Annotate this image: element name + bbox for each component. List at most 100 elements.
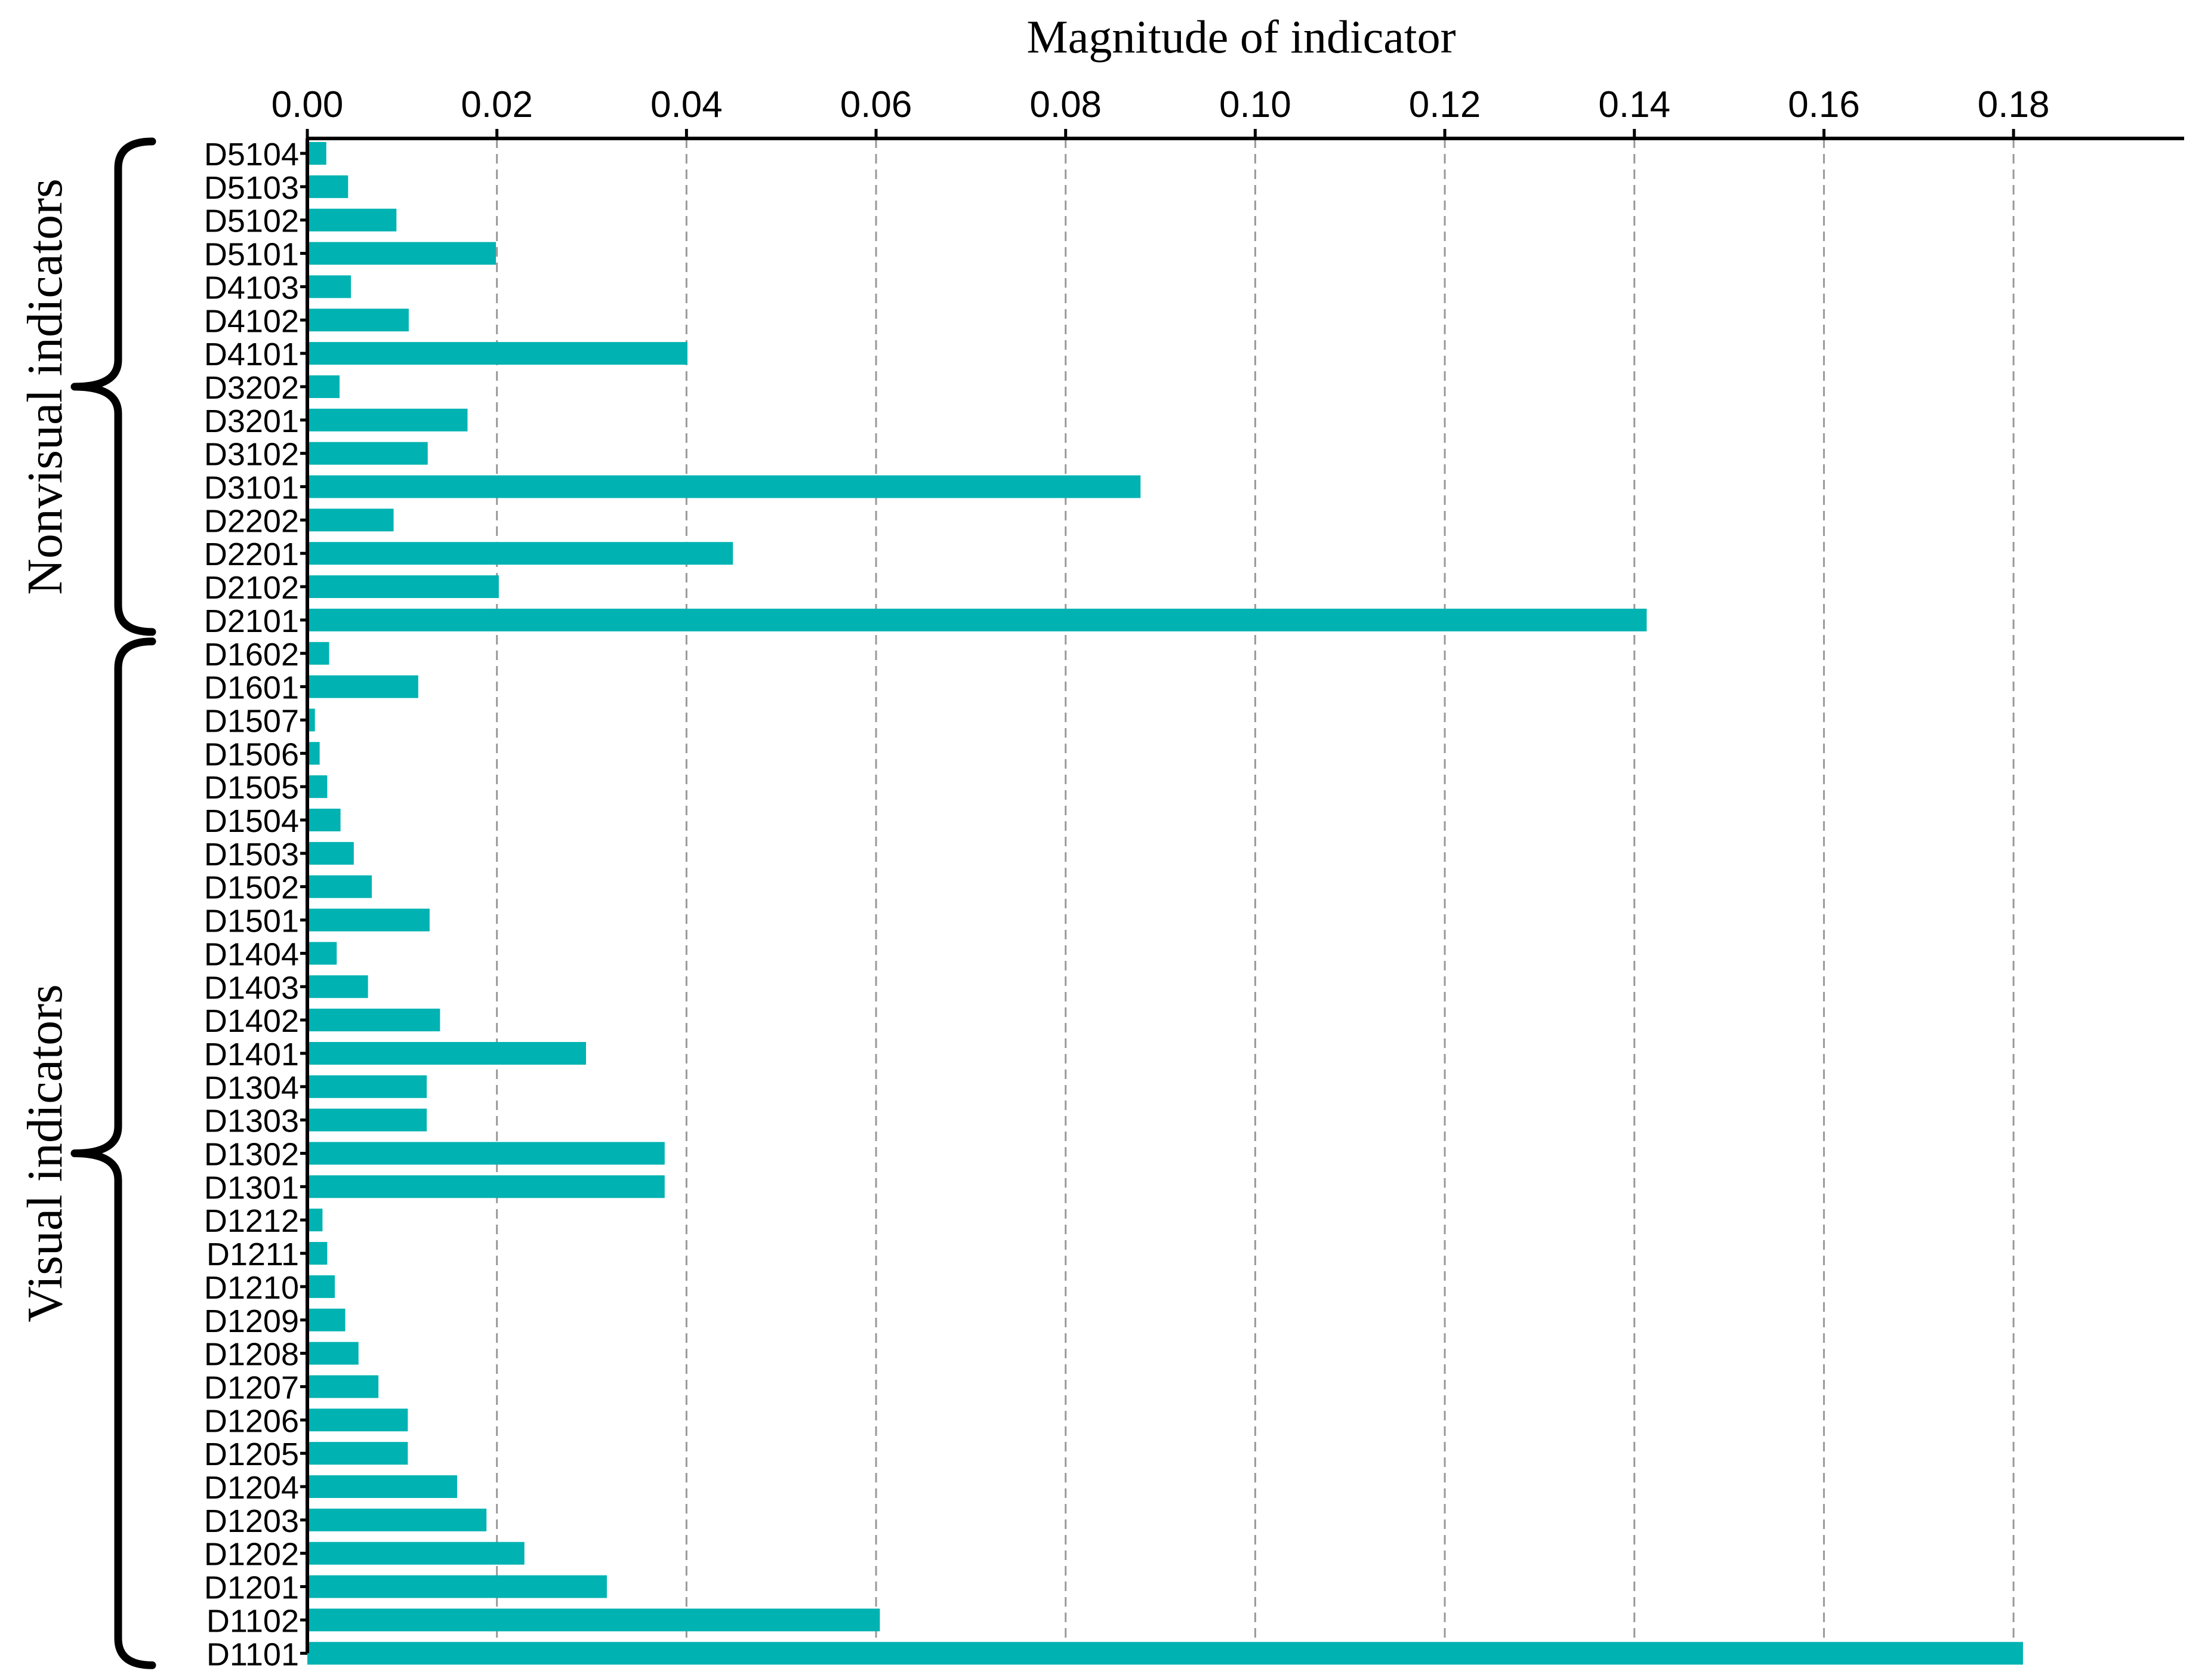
bar-d1302 xyxy=(307,1142,665,1165)
bar-d5102 xyxy=(307,208,397,232)
category-label: D1204 xyxy=(204,1470,299,1506)
category-label: D5101 xyxy=(204,237,299,273)
category-label: D4103 xyxy=(204,270,299,306)
bar-d1206 xyxy=(307,1408,408,1432)
group-brace xyxy=(70,637,156,1669)
bar-d1201 xyxy=(307,1575,607,1598)
bar-d2201 xyxy=(307,542,733,565)
bar-d1301 xyxy=(307,1175,665,1198)
category-label: D2201 xyxy=(204,537,299,572)
category-label: D1401 xyxy=(204,1037,299,1072)
category-label: D2101 xyxy=(204,603,299,639)
gridlines xyxy=(496,138,2015,1653)
x-tick-label: 0.10 xyxy=(1219,84,1291,125)
bar-d1208 xyxy=(307,1342,359,1365)
category-label: D1102 xyxy=(206,1603,299,1639)
category-label: D5102 xyxy=(204,204,299,239)
bar-d4103 xyxy=(307,275,351,298)
bar-d1212 xyxy=(307,1209,323,1232)
bar-d5104 xyxy=(307,142,326,165)
bar-d5101 xyxy=(307,242,497,265)
category-label: D1502 xyxy=(204,870,299,906)
bar-d1303 xyxy=(307,1108,427,1132)
bar-d1209 xyxy=(307,1308,346,1331)
category-label: D1301 xyxy=(204,1170,299,1206)
category-label: D4101 xyxy=(204,337,299,372)
bar-d1501 xyxy=(307,908,430,932)
bar-d3202 xyxy=(307,375,340,398)
bar-d1404 xyxy=(307,942,337,965)
category-label: D1601 xyxy=(204,670,299,706)
group-brace xyxy=(70,137,156,636)
bar-d4101 xyxy=(307,342,687,365)
bar-d1204 xyxy=(307,1475,457,1498)
bar-d1207 xyxy=(307,1375,379,1398)
x-tick-label: 0.06 xyxy=(840,84,912,125)
bar-d1402 xyxy=(307,1009,440,1032)
category-label: D1201 xyxy=(204,1570,299,1606)
category-label: D1210 xyxy=(204,1270,299,1306)
x-tick-label: 0.14 xyxy=(1598,84,1670,125)
bar-d1504 xyxy=(307,809,341,831)
bar-d3201 xyxy=(307,408,468,431)
x-tick-label: 0.00 xyxy=(272,84,344,125)
category-label: D1202 xyxy=(204,1537,299,1573)
bars xyxy=(307,142,2023,1665)
axes xyxy=(306,137,2184,1653)
bar-d1505 xyxy=(307,775,328,799)
x-tick-label: 0.16 xyxy=(1788,84,1860,125)
category-label: D1303 xyxy=(204,1103,299,1139)
bar-d2202 xyxy=(307,508,394,532)
category-label: D5103 xyxy=(204,170,299,206)
category-label: D1503 xyxy=(204,837,299,873)
category-label: D1212 xyxy=(204,1203,299,1239)
category-label: D1205 xyxy=(204,1437,299,1472)
group-label: Visual indicators xyxy=(17,984,73,1323)
bar-d1304 xyxy=(307,1075,427,1098)
x-axis-ticks: 0.00 0.02 0.04 0.06 0.08 0.10 0.12 0.14 0.16 0.18 xyxy=(272,84,2050,1655)
x-tick-label: 0.18 xyxy=(1978,84,2050,125)
bar-d1205 xyxy=(307,1442,408,1465)
category-label: D3202 xyxy=(204,370,299,406)
bar-d3102 xyxy=(307,442,428,465)
group-brackets: Nonvisual indicators Visual indicators xyxy=(17,137,156,1669)
category-label: D1211 xyxy=(206,1237,299,1272)
bar-d1403 xyxy=(307,975,368,998)
category-label: D1403 xyxy=(204,970,299,1006)
category-label: D1501 xyxy=(204,904,299,939)
bar-d1401 xyxy=(307,1041,586,1065)
group-label: Nonvisual indicators xyxy=(17,178,73,595)
category-label: D1208 xyxy=(204,1337,299,1373)
category-label: D1206 xyxy=(204,1403,299,1439)
category-label: D1101 xyxy=(206,1636,299,1672)
bar-d1602 xyxy=(307,642,329,665)
bar-d1101 xyxy=(307,1642,2023,1665)
bar-d2101 xyxy=(307,608,1647,631)
bar-d1502 xyxy=(307,875,372,898)
category-labels: D5104D5103D5102D5101D4103D4102D4101D3202… xyxy=(204,137,299,1672)
bar-d1601 xyxy=(307,675,418,698)
bar-d4102 xyxy=(307,309,409,332)
category-label: D1402 xyxy=(204,1003,299,1039)
category-label: D1505 xyxy=(204,770,299,806)
bar-d1203 xyxy=(307,1508,487,1531)
x-tick-label: 0.04 xyxy=(650,84,723,125)
category-label: D1504 xyxy=(204,803,299,839)
bar-d1211 xyxy=(307,1242,328,1265)
bar-d1506 xyxy=(307,742,320,765)
category-label: D1506 xyxy=(204,736,299,772)
category-label: D1304 xyxy=(204,1070,299,1106)
bar-d3101 xyxy=(307,475,1141,498)
x-tick-label: 0.02 xyxy=(461,84,533,125)
category-label: D2102 xyxy=(204,570,299,606)
category-label: D1207 xyxy=(204,1370,299,1405)
category-label: D3101 xyxy=(204,470,299,506)
bar-d2102 xyxy=(307,575,499,599)
category-label: D1209 xyxy=(204,1303,299,1339)
x-tick-label: 0.08 xyxy=(1029,84,1102,125)
bar-d1202 xyxy=(307,1542,525,1565)
category-label: D3201 xyxy=(204,403,299,439)
bar-d1503 xyxy=(307,841,354,865)
